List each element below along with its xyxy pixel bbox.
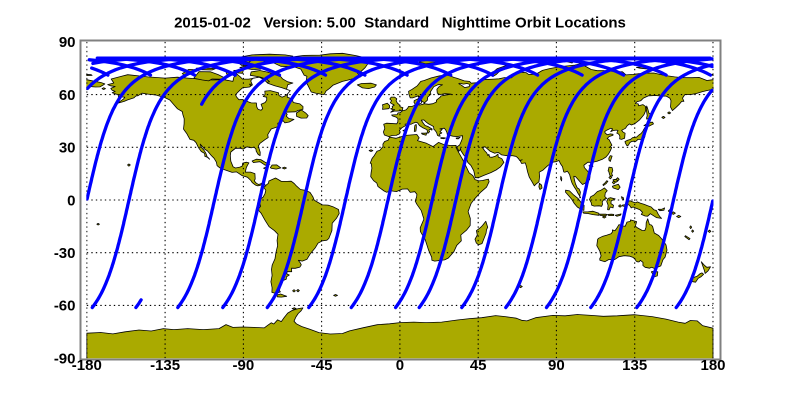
svg-text:-30: -30 [54,245,76,262]
svg-text:45: 45 [470,357,487,374]
svg-text:-180: -180 [72,357,102,374]
svg-text:2015-01-02 Version: 5.00 St: 2015-01-02 Version: 5.00 Standard Nightt… [174,15,626,32]
svg-text:0: 0 [396,357,404,374]
svg-text:0: 0 [67,192,75,209]
svg-text:135: 135 [622,357,647,374]
svg-text:-45: -45 [311,357,333,374]
svg-text:180: 180 [700,357,725,374]
svg-text:-135: -135 [150,357,180,374]
svg-text:-90: -90 [54,350,76,367]
svg-text:-60: -60 [54,298,76,315]
svg-text:90: 90 [59,34,76,51]
svg-text:60: 60 [59,87,76,104]
svg-text:-90: -90 [233,357,255,374]
svg-text:90: 90 [548,357,565,374]
svg-text:30: 30 [59,140,76,157]
